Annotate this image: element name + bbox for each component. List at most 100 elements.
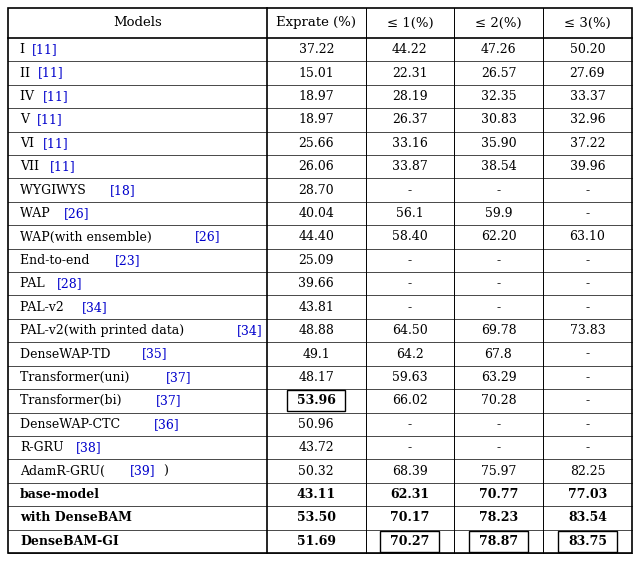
Text: 30.83: 30.83 <box>481 113 516 126</box>
Text: DenseWAP-CTC: DenseWAP-CTC <box>20 418 124 431</box>
Text: 69.78: 69.78 <box>481 324 516 337</box>
Text: 43.72: 43.72 <box>298 441 334 454</box>
Text: [23]: [23] <box>115 254 140 267</box>
Text: II: II <box>20 67 34 80</box>
Text: 48.88: 48.88 <box>298 324 334 337</box>
Text: 64.50: 64.50 <box>392 324 428 337</box>
Text: 58.40: 58.40 <box>392 231 428 243</box>
Text: 38.54: 38.54 <box>481 160 516 173</box>
Text: 35.90: 35.90 <box>481 137 516 150</box>
Text: [11]: [11] <box>50 160 76 173</box>
Text: [11]: [11] <box>44 137 69 150</box>
Text: [11]: [11] <box>31 43 58 56</box>
Text: -: - <box>408 254 412 267</box>
Text: 32.35: 32.35 <box>481 90 516 103</box>
Text: 67.8: 67.8 <box>484 347 513 361</box>
Text: 78.23: 78.23 <box>479 512 518 525</box>
Text: ): ) <box>163 465 168 477</box>
Text: -: - <box>586 207 589 220</box>
Text: PAL: PAL <box>20 277 49 290</box>
Bar <box>558 531 616 551</box>
Text: 37.22: 37.22 <box>570 137 605 150</box>
Text: 33.37: 33.37 <box>570 90 605 103</box>
Text: 63.10: 63.10 <box>570 231 605 243</box>
Text: Transformer(bi): Transformer(bi) <box>20 394 125 407</box>
Text: 28.70: 28.70 <box>298 183 334 197</box>
Text: 28.19: 28.19 <box>392 90 428 103</box>
Text: 44.22: 44.22 <box>392 43 428 56</box>
Text: -: - <box>586 418 589 431</box>
Text: 26.57: 26.57 <box>481 67 516 80</box>
Text: -: - <box>586 183 589 197</box>
Text: 78.87: 78.87 <box>479 535 518 548</box>
Text: 70.28: 70.28 <box>481 394 516 407</box>
Text: -: - <box>497 277 500 290</box>
Text: 33.16: 33.16 <box>392 137 428 150</box>
Text: 64.2: 64.2 <box>396 347 424 361</box>
Text: 82.25: 82.25 <box>570 465 605 477</box>
Text: 37.22: 37.22 <box>298 43 334 56</box>
Text: AdamR-GRU(: AdamR-GRU( <box>20 465 105 477</box>
Text: 22.31: 22.31 <box>392 67 428 80</box>
Text: 18.97: 18.97 <box>298 90 334 103</box>
Text: 47.26: 47.26 <box>481 43 516 56</box>
Text: Exprate (%): Exprate (%) <box>276 16 356 30</box>
Text: 39.96: 39.96 <box>570 160 605 173</box>
Text: 53.96: 53.96 <box>297 394 336 407</box>
Text: 70.27: 70.27 <box>390 535 429 548</box>
Text: 59.9: 59.9 <box>484 207 512 220</box>
Text: V: V <box>20 113 33 126</box>
Text: 26.06: 26.06 <box>298 160 334 173</box>
Text: 40.04: 40.04 <box>298 207 334 220</box>
Text: -: - <box>586 347 589 361</box>
Text: [11]: [11] <box>44 90 69 103</box>
Text: [11]: [11] <box>38 67 64 80</box>
Text: 50.96: 50.96 <box>298 418 334 431</box>
Text: 50.32: 50.32 <box>298 465 334 477</box>
Text: WAP(with ensemble): WAP(with ensemble) <box>20 231 156 243</box>
Text: [37]: [37] <box>166 371 192 384</box>
Text: -: - <box>408 418 412 431</box>
Text: 83.75: 83.75 <box>568 535 607 548</box>
Text: DenseWAP-TD: DenseWAP-TD <box>20 347 115 361</box>
Text: [35]: [35] <box>142 347 168 361</box>
Text: -: - <box>408 301 412 314</box>
Text: 53.50: 53.50 <box>297 512 336 525</box>
Text: R-GRU: R-GRU <box>20 441 63 454</box>
Text: 27.69: 27.69 <box>570 67 605 80</box>
Text: WAP: WAP <box>20 207 54 220</box>
Text: 50.20: 50.20 <box>570 43 605 56</box>
Text: 70.77: 70.77 <box>479 488 518 501</box>
Text: -: - <box>497 183 500 197</box>
Text: 15.01: 15.01 <box>298 67 334 80</box>
Text: [39]: [39] <box>130 465 156 477</box>
Text: 44.40: 44.40 <box>298 231 334 243</box>
Text: ≤ 1(%): ≤ 1(%) <box>387 16 433 30</box>
Text: 66.02: 66.02 <box>392 394 428 407</box>
Text: DenseBAM-GI: DenseBAM-GI <box>20 535 119 548</box>
Text: 39.66: 39.66 <box>298 277 334 290</box>
Text: -: - <box>497 254 500 267</box>
Text: 18.97: 18.97 <box>298 113 334 126</box>
Text: 62.31: 62.31 <box>390 488 429 501</box>
Text: -: - <box>497 441 500 454</box>
Text: 25.09: 25.09 <box>298 254 334 267</box>
Text: [37]: [37] <box>156 394 182 407</box>
Text: -: - <box>586 371 589 384</box>
Text: 26.37: 26.37 <box>392 113 428 126</box>
Text: [34]: [34] <box>237 324 262 337</box>
Text: [26]: [26] <box>63 207 89 220</box>
Text: PAL-v2: PAL-v2 <box>20 301 68 314</box>
Text: Transformer(uni): Transformer(uni) <box>20 371 133 384</box>
Text: -: - <box>408 441 412 454</box>
Text: 49.1: 49.1 <box>302 347 330 361</box>
Text: 43.11: 43.11 <box>296 488 336 501</box>
Text: 56.1: 56.1 <box>396 207 424 220</box>
Text: ≤ 2(%): ≤ 2(%) <box>475 16 522 30</box>
Text: 43.81: 43.81 <box>298 301 334 314</box>
Text: 51.69: 51.69 <box>297 535 336 548</box>
Text: End-to-end: End-to-end <box>20 254 93 267</box>
Bar <box>469 531 528 551</box>
Text: -: - <box>586 441 589 454</box>
Bar <box>287 390 346 411</box>
